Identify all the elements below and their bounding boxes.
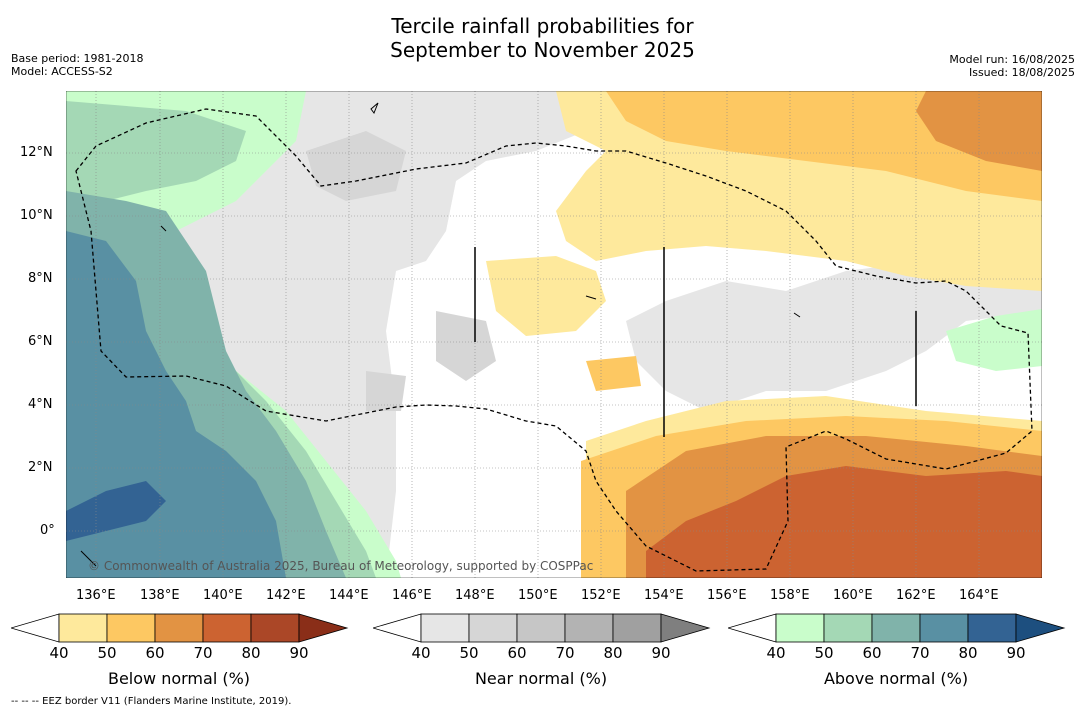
below-normal-colorbar: [11, 613, 349, 643]
below-normal-colorbar-tick: 90: [289, 644, 309, 662]
lon-label-148e: 148°E: [455, 588, 495, 603]
below-normal-colorbar-segment: [202, 613, 252, 643]
title-line-1: Tercile rainfall probabilities for: [391, 14, 694, 38]
lon-label-154e: 154°E: [644, 588, 684, 603]
above-normal-colorbar-segment: [967, 613, 1017, 643]
below-normal-colorbar-segment: [106, 613, 156, 643]
title-line-2: September to November 2025: [390, 38, 695, 62]
lon-label-164e: 164°E: [959, 588, 999, 603]
near-normal-colorbar-segment: [468, 613, 518, 643]
lat-label-0: 0°: [40, 523, 55, 538]
above-normal-east-patch: [946, 309, 1042, 371]
below-normal-colorbar-max-extend: [298, 613, 349, 643]
near-normal-colorbar-tick: 50: [459, 644, 479, 662]
lon-label-138e: 138°E: [140, 588, 180, 603]
below-normal-colorbar-tick: 70: [193, 644, 213, 662]
below-normal-colorbar-tick: 80: [241, 644, 261, 662]
lon-label-146e: 146°E: [392, 588, 432, 603]
above-normal-colorbar-segment: [775, 613, 825, 643]
lon-label-158e: 158°E: [770, 588, 810, 603]
map-title: Tercile rainfall probabilities for Septe…: [0, 14, 1085, 62]
near-normal-colorbar: [373, 613, 711, 643]
lon-label-140e: 140°E: [203, 588, 243, 603]
lon-label-162e: 162°E: [896, 588, 936, 603]
above-normal-colorbar-tick: 90: [1006, 644, 1026, 662]
lon-label-156e: 156°E: [707, 588, 747, 603]
near-normal-colorbar-segment: [420, 613, 470, 643]
near-normal-colorbar-segment: [516, 613, 566, 643]
near-normal-darker-patch-3: [366, 371, 406, 411]
above-normal-colorbar-segment: [871, 613, 921, 643]
below-normal-colorbar-segment: [250, 613, 300, 643]
lat-label-10n: 10°N: [20, 208, 53, 223]
lon-label-160e: 160°E: [833, 588, 873, 603]
below-normal-colorbar-segment: [154, 613, 204, 643]
below-normal-colorbar-tick: 40: [49, 644, 69, 662]
copyright-credit: © Commonwealth of Australia 2025, Bureau…: [88, 559, 593, 573]
below-normal-small-patch: [586, 356, 641, 391]
lat-label-2n: 2°N: [28, 460, 53, 475]
near-normal-colorbar-tick: 60: [507, 644, 527, 662]
below-normal-colorbar-tick: 60: [145, 644, 165, 662]
above-normal-colorbar-min-extend: [728, 613, 777, 643]
lon-label-144e: 144°E: [329, 588, 369, 603]
island-outlines: [80, 102, 801, 567]
probability-map: © Commonwealth of Australia 2025, Bureau…: [66, 91, 1042, 578]
latitude-gridlines: [66, 152, 1042, 532]
above-normal-colorbar-label: Above normal (%): [823, 669, 969, 688]
below-normal-colorbar-segment: [58, 613, 108, 643]
above-normal-colorbar-tick: 80: [958, 644, 978, 662]
above-normal-colorbar-tick: 50: [814, 644, 834, 662]
eez-footnote: -- -- -- EEZ border V11 (Flanders Marine…: [11, 696, 292, 707]
above-normal-80-90: [66, 481, 166, 541]
right-metadata: Model run: 16/08/2025 Issued: 18/08/2025: [949, 53, 1075, 79]
near-normal-colorbar-tick: 70: [555, 644, 575, 662]
above-normal-colorbar-max-extend: [1015, 613, 1066, 643]
lon-label-152e: 152°E: [581, 588, 621, 603]
near-normal-colorbar-segment: [564, 613, 614, 643]
above-normal-colorbar-segment: [823, 613, 873, 643]
above-normal-colorbar: [728, 613, 1066, 643]
near-normal-colorbar-min-extend: [373, 613, 422, 643]
lat-label-4n: 4°N: [28, 397, 53, 412]
model-run-date: Model run: 16/08/2025: [949, 53, 1075, 66]
above-normal-colorbar-segment: [919, 613, 969, 643]
issued-date: Issued: 18/08/2025: [968, 66, 1075, 79]
below-normal-colorbar-label: Below normal (%): [107, 669, 251, 688]
above-normal-colorbar-tick: 70: [910, 644, 930, 662]
below-normal-colorbar-min-extend: [11, 613, 60, 643]
lat-label-12n: 12°N: [20, 145, 53, 160]
above-normal-colorbar-tick: 40: [766, 644, 786, 662]
lat-label-6n: 6°N: [28, 334, 53, 349]
model-name: Model: ACCESS-S2: [11, 65, 113, 78]
near-normal-colorbar-tick: 40: [411, 644, 431, 662]
near-normal-darker-patch: [306, 131, 406, 201]
lon-label-136e: 136°E: [76, 588, 116, 603]
below-normal-colorbar-tick: 50: [97, 644, 117, 662]
near-normal-colorbar-tick: 80: [603, 644, 623, 662]
near-normal-colorbar-label: Near normal (%): [474, 669, 608, 688]
longitude-boundary-lines: [474, 247, 917, 437]
below-normal-central-patch: [486, 256, 606, 336]
left-metadata: Base period: 1981-2018 Model: ACCESS-S2: [11, 52, 143, 78]
near-normal-colorbar-max-extend: [660, 613, 711, 643]
eez-border-palau-fsm: [75, 108, 1033, 572]
near-normal-region-east: [626, 251, 1042, 411]
above-normal-colorbar-tick: 60: [862, 644, 882, 662]
lon-label-150e: 150°E: [518, 588, 558, 603]
near-normal-darker-patch-2: [436, 311, 496, 381]
lon-label-142e: 142°E: [266, 588, 306, 603]
near-normal-colorbar-segment: [612, 613, 662, 643]
near-normal-colorbar-tick: 90: [651, 644, 671, 662]
below-normal-south-70-80: [646, 466, 1042, 578]
lat-label-8n: 8°N: [28, 271, 53, 286]
base-period: Base period: 1981-2018: [11, 52, 144, 65]
